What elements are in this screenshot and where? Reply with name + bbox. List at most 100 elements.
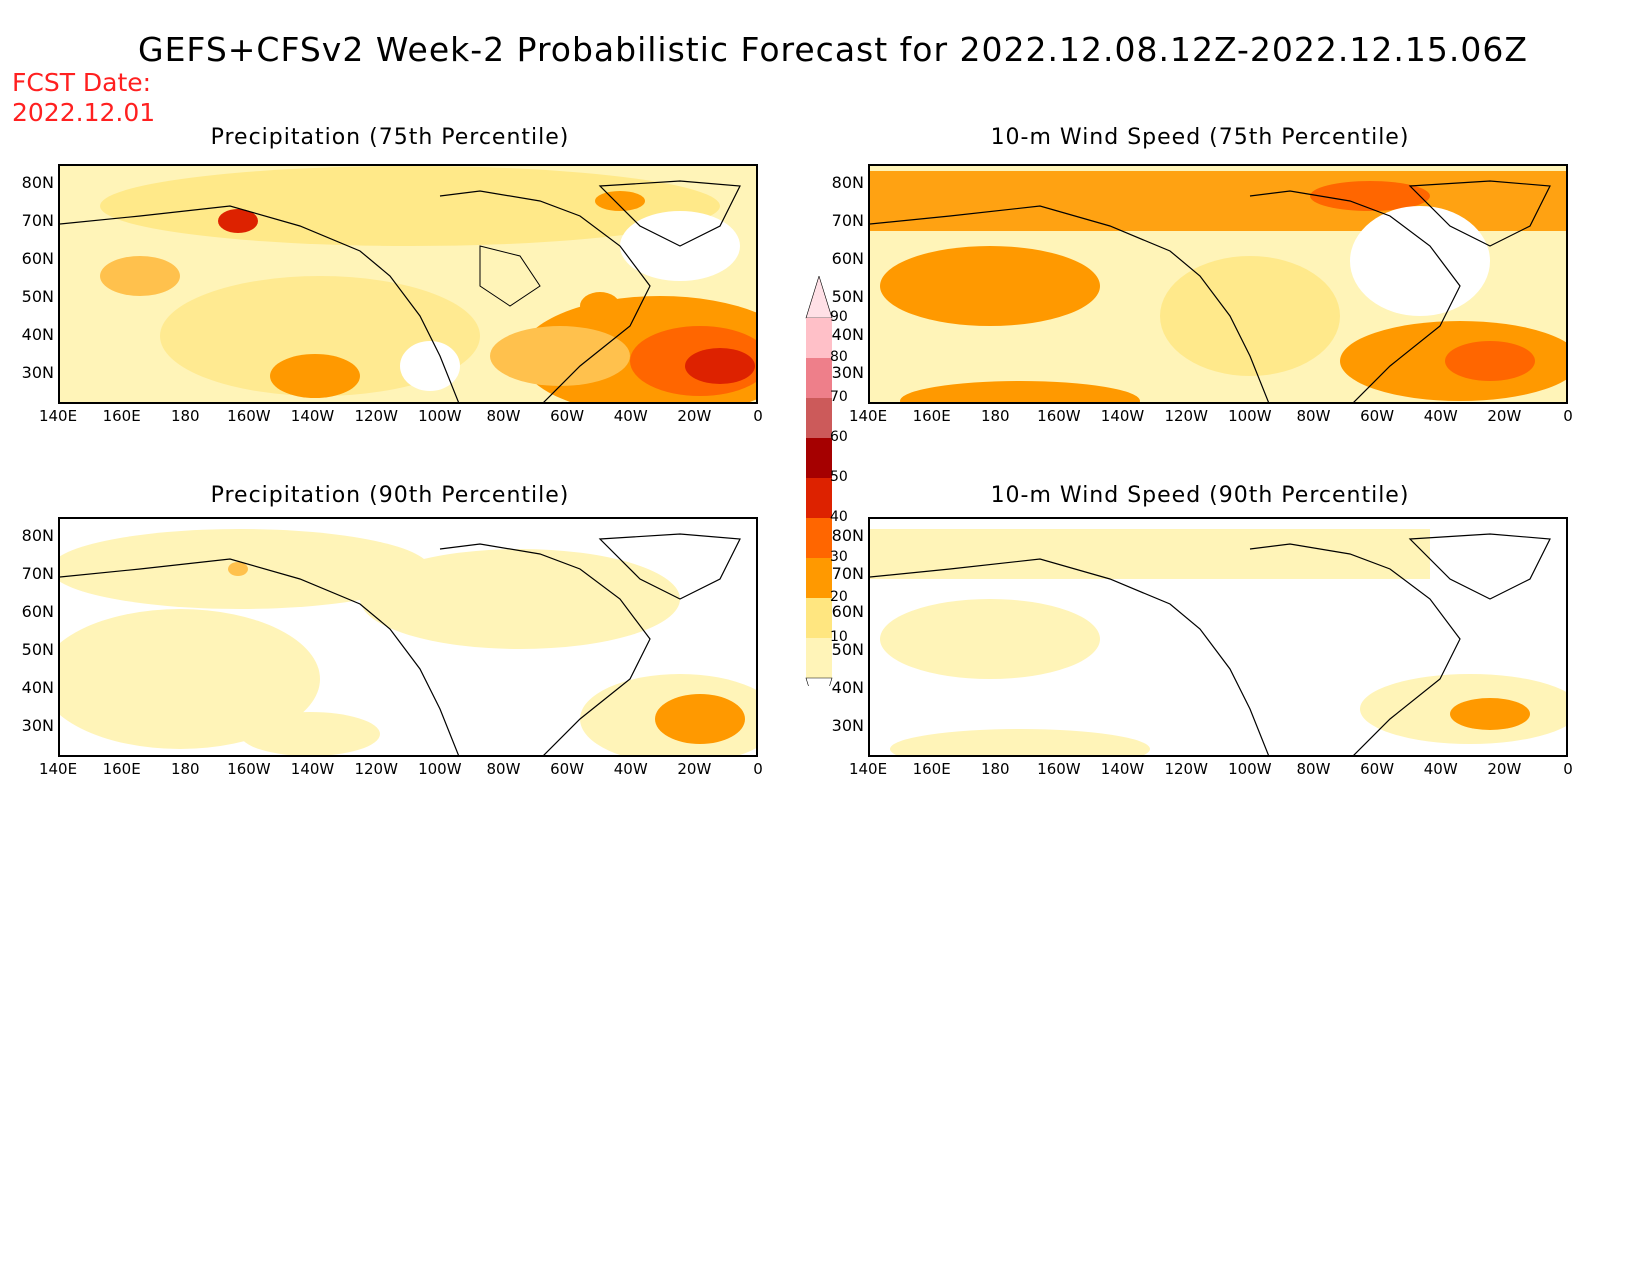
lon-label: 120W xyxy=(354,760,398,778)
colorbar-label: 20 xyxy=(830,589,848,605)
lon-label: 40W xyxy=(1423,407,1458,425)
lon-label: 80W xyxy=(486,407,521,425)
panel-title-wind-75: 10-m Wind Speed (75th Percentile) xyxy=(990,125,1410,150)
panel-title-wind-90: 10-m Wind Speed (90th Percentile) xyxy=(990,483,1410,508)
lon-label: 100W xyxy=(1228,407,1272,425)
lat-label: 50N xyxy=(831,287,864,306)
colorbar-label: 10 xyxy=(830,629,848,645)
lon-label: 120W xyxy=(354,407,398,425)
colorbar-swatch xyxy=(806,478,832,518)
lon-label: 100W xyxy=(418,407,462,425)
lat-label: 50N xyxy=(21,287,54,306)
colorbar-swatch xyxy=(806,398,832,438)
colorbar-label: 90 xyxy=(830,309,848,325)
colorbar-label: 40 xyxy=(830,509,848,525)
map-wind-75 xyxy=(868,164,1568,404)
colorbar-swatch xyxy=(806,318,832,358)
lon-label: 80W xyxy=(486,760,521,778)
lon-label: 60W xyxy=(1360,760,1395,778)
fcst-date: FCST Date: 2022.12.01 xyxy=(12,68,155,128)
lat-label: 70N xyxy=(21,211,54,230)
colorbar-label: 80 xyxy=(830,349,848,365)
lon-label: 140W xyxy=(290,407,335,425)
lon-label: 120W xyxy=(1164,407,1208,425)
lat-label: 30N xyxy=(21,363,54,382)
lon-label: 160W xyxy=(227,760,271,778)
map-wind-90 xyxy=(868,517,1568,757)
lon-label: 20W xyxy=(677,407,712,425)
lon-label: 40W xyxy=(613,407,648,425)
lat-label: 30N xyxy=(831,363,864,382)
lat-label: 50N xyxy=(21,640,54,659)
colorbar-bottom-arrow xyxy=(805,677,833,686)
colorbar-swatch xyxy=(806,598,832,638)
lon-label: 60W xyxy=(550,760,585,778)
lon-label: 0 xyxy=(1563,760,1573,778)
lon-label: 20W xyxy=(1487,407,1522,425)
lon-label: 140E xyxy=(38,760,78,778)
lon-label: 100W xyxy=(1228,760,1272,778)
lon-label: 60W xyxy=(1360,407,1395,425)
lon-label: 180 xyxy=(170,407,200,425)
colorbar-label: 30 xyxy=(830,549,848,565)
colorbar-swatch xyxy=(806,638,832,678)
lon-label: 80W xyxy=(1296,407,1331,425)
lon-label: 160E xyxy=(102,407,141,425)
lon-label: 140W xyxy=(1100,760,1145,778)
lat-label: 40N xyxy=(831,678,864,697)
lon-label: 180 xyxy=(170,760,200,778)
lat-label: 40N xyxy=(21,678,54,697)
lat-label: 60N xyxy=(21,602,54,621)
colorbar-label: 50 xyxy=(830,469,848,485)
lat-label: 40N xyxy=(831,325,864,344)
lat-label: 30N xyxy=(831,716,864,735)
lon-label: 140W xyxy=(1100,407,1145,425)
lon-label: 140E xyxy=(848,760,888,778)
lat-label: 30N xyxy=(21,716,54,735)
lon-label: 160E xyxy=(102,760,141,778)
lon-label: 140E xyxy=(848,407,888,425)
lon-label: 60W xyxy=(550,407,585,425)
lat-label: 80N xyxy=(21,526,54,545)
colorbar-swatch xyxy=(806,358,832,398)
lon-label: 40W xyxy=(613,760,648,778)
map-wind-75-shading xyxy=(870,166,1566,402)
lat-label: 60N xyxy=(21,249,54,268)
lon-label: 140W xyxy=(290,760,335,778)
lon-label: 160E xyxy=(912,760,951,778)
panel-title-precip-90: Precipitation (90th Percentile) xyxy=(210,483,570,508)
colorbar-top-arrow xyxy=(805,276,833,319)
lon-label: 120W xyxy=(1164,760,1208,778)
lon-label: 160E xyxy=(912,407,951,425)
colorbar-label: 60 xyxy=(830,429,848,445)
lon-label: 160W xyxy=(1037,407,1081,425)
lon-label: 20W xyxy=(1487,760,1522,778)
fcst-date-value: 2022.12.01 xyxy=(12,98,156,127)
colorbar xyxy=(805,276,833,686)
lat-label: 80N xyxy=(21,173,54,192)
colorbar-label: 70 xyxy=(830,389,848,405)
map-precip-90-shading xyxy=(60,519,756,755)
main-title: GEFS+CFSv2 Week-2 Probabilistic Forecast… xyxy=(138,30,1528,69)
lon-label: 0 xyxy=(753,407,763,425)
map-wind-90-shading xyxy=(870,519,1566,755)
map-precip-90 xyxy=(58,517,758,757)
lat-label: 60N xyxy=(831,602,864,621)
lat-label: 70N xyxy=(831,211,864,230)
lon-label: 160W xyxy=(1037,760,1081,778)
lon-label: 140E xyxy=(38,407,78,425)
lon-label: 40W xyxy=(1423,760,1458,778)
lon-label: 80W xyxy=(1296,760,1331,778)
lat-label: 80N xyxy=(831,526,864,545)
colorbar-swatch xyxy=(806,438,832,478)
panel-title-precip-75: Precipitation (75th Percentile) xyxy=(210,125,570,150)
fcst-date-label: FCST Date: xyxy=(12,68,152,97)
lat-label: 40N xyxy=(21,325,54,344)
lat-label: 50N xyxy=(831,640,864,659)
lon-label: 180 xyxy=(980,760,1010,778)
lon-label: 180 xyxy=(980,407,1010,425)
lon-label: 20W xyxy=(677,760,712,778)
lat-label: 60N xyxy=(831,249,864,268)
lon-label: 160W xyxy=(227,407,271,425)
lon-label: 0 xyxy=(1563,407,1573,425)
